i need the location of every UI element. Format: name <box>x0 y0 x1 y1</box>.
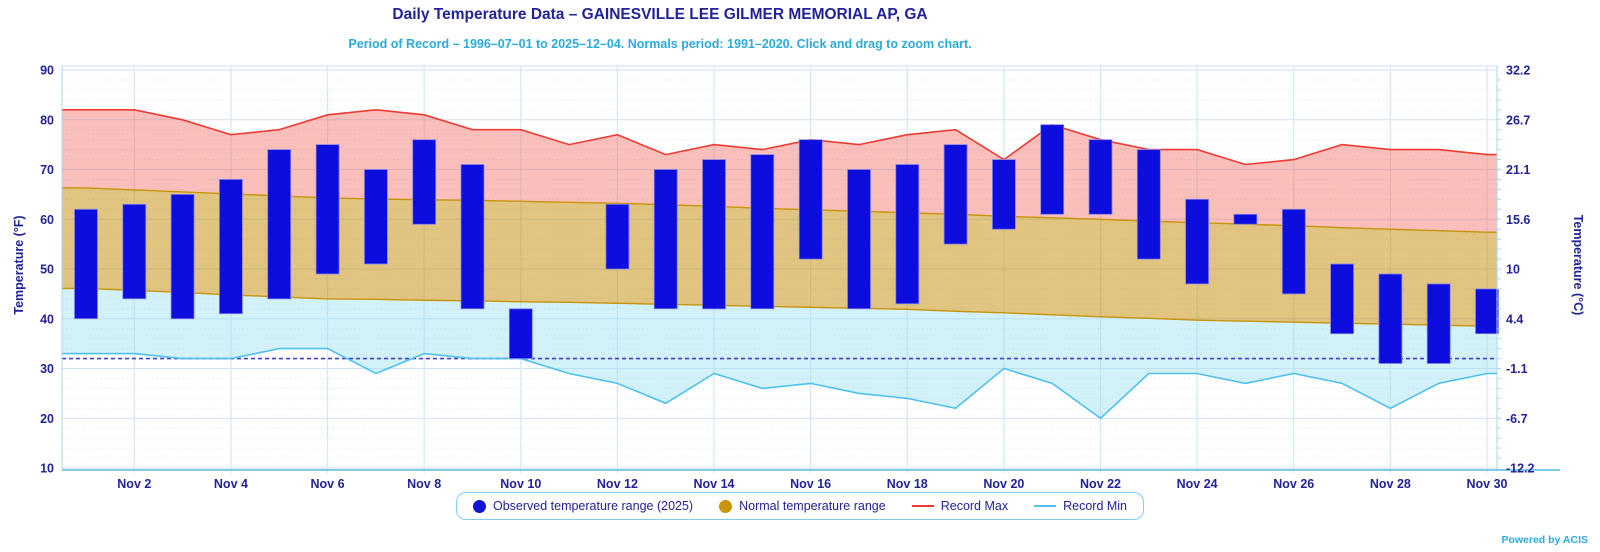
y-tick-label-c: -12.2 <box>1506 462 1535 476</box>
observed-range-bar[interactable] <box>1136 149 1161 260</box>
x-tick-label: Nov 26 <box>1273 477 1314 491</box>
powered-by-acis-link[interactable]: Powered by ACIS <box>1501 534 1588 546</box>
y-tick-label-f: 30 <box>40 362 54 376</box>
x-tick-label: Nov 12 <box>597 477 638 491</box>
observed-range-bar[interactable] <box>992 159 1016 230</box>
observed-range-bar[interactable] <box>1378 273 1403 364</box>
y-tick-label-f: 40 <box>40 312 54 326</box>
y-tick-label-c: -1.1 <box>1506 362 1528 376</box>
legend-label: Record Min <box>1063 499 1128 513</box>
legend-item-1[interactable]: Normal temperature range <box>719 499 886 513</box>
observed-range-bar[interactable] <box>1233 213 1258 225</box>
observed-range-bar[interactable] <box>1475 288 1499 335</box>
x-tick-label: Nov 16 <box>790 477 831 491</box>
y-tick-label-f: 60 <box>40 213 54 227</box>
y-tick-label-c: -6.7 <box>1506 412 1528 426</box>
x-tick-label: Nov 2 <box>117 477 151 491</box>
chart-legend: Observed temperature range (2025) Normal … <box>455 492 1145 520</box>
x-tick-label: Nov 28 <box>1370 477 1411 491</box>
legend-label: Record Max <box>940 499 1009 513</box>
x-tick-label: Nov 18 <box>887 477 928 491</box>
observed-range-bar[interactable] <box>1088 139 1113 215</box>
observed-range-bar[interactable] <box>267 149 292 300</box>
x-tick-label: Nov 6 <box>311 477 345 491</box>
chart-title: Daily Temperature Data – GAINESVILLE LEE… <box>392 6 928 23</box>
x-tick-label: Nov 10 <box>500 477 541 491</box>
x-tick-label: Nov 4 <box>214 477 248 491</box>
y-tick-label-f: 70 <box>40 163 54 177</box>
observed-range-bar[interactable] <box>702 159 726 310</box>
observed-range-bar[interactable] <box>74 208 98 320</box>
legend-dot-swatch <box>472 499 486 513</box>
record-min-line[interactable] <box>62 347 1497 420</box>
legend-item-3[interactable]: Record Min <box>1034 499 1127 513</box>
plot-border <box>61 65 1560 471</box>
observed-range-bar[interactable] <box>943 144 968 245</box>
observed-range-bar[interactable] <box>122 203 147 300</box>
x-tick-label: Nov 14 <box>694 477 735 491</box>
y-tick-label-f: 10 <box>40 462 54 476</box>
legend-label: Observed temperature range (2025) <box>492 499 694 513</box>
observed-range-bar[interactable] <box>1040 124 1065 215</box>
observed-range-bar[interactable] <box>460 164 485 310</box>
legend-line-swatch <box>1034 505 1057 507</box>
x-tick-label: Nov 20 <box>983 477 1024 491</box>
y-axis-title-fahrenheit: Temperature (°F) <box>12 215 26 315</box>
observed-range-bar[interactable] <box>508 308 533 359</box>
observed-range-bar[interactable] <box>750 154 775 310</box>
y-tick-label-f: 90 <box>40 64 54 78</box>
y-axis-labels-c: 32.2 26.7 21.1 15.6 10 4.4 -1.1 -6.7 -12.2 <box>1506 64 1535 476</box>
observed-range-bar[interactable] <box>1330 263 1354 335</box>
legend-dot-swatch <box>719 499 733 513</box>
x-tick-label: Nov 22 <box>1080 477 1121 491</box>
legend-line-swatch <box>911 505 934 507</box>
record-max-line[interactable] <box>62 108 1497 166</box>
observed-range-bar[interactable] <box>605 203 630 270</box>
x-tick-label: Nov 8 <box>407 477 441 491</box>
y-tick-label-f: 50 <box>40 263 54 277</box>
y-tick-label-c: 21.1 <box>1506 163 1530 177</box>
y-tick-label-f: 20 <box>40 412 54 426</box>
y-axis-labels-f: 90 80 70 60 50 40 30 20 10 <box>40 64 54 476</box>
observed-range-bar[interactable] <box>1426 283 1451 364</box>
observed-range-bar[interactable] <box>412 139 437 225</box>
y-tick-label-c: 26.7 <box>1506 113 1530 127</box>
observed-range-bar[interactable] <box>1185 198 1209 285</box>
y-tick-label-c: 10 <box>1506 263 1520 277</box>
observed-range-bar[interactable] <box>315 144 340 275</box>
legend-item-0[interactable]: Observed temperature range (2025) <box>472 499 694 513</box>
observed-range-bar[interactable] <box>170 193 195 320</box>
chart-subtitle: Period of Record – 1996–07–01 to 2025–12… <box>348 37 972 51</box>
grid-major <box>62 69 1497 469</box>
y-tick-label-c: 4.4 <box>1506 312 1523 326</box>
observed-range-bar[interactable] <box>653 169 678 310</box>
x-axis-labels: Nov 2 Nov 4 Nov 6 Nov 8 Nov 10 Nov 12 Nov 14 No… <box>117 477 1507 491</box>
y-tick-label-c: 15.6 <box>1506 213 1530 227</box>
observed-range-bars <box>74 124 1499 364</box>
record-min-area <box>62 288 1497 419</box>
x-tick-label: Nov 24 <box>1177 477 1218 491</box>
observed-range-bar[interactable] <box>363 169 388 265</box>
observed-range-bar[interactable] <box>798 139 823 260</box>
observed-range-bar[interactable] <box>895 164 920 305</box>
legend-item-2[interactable]: Record Max <box>911 499 1009 513</box>
legend-label: Normal temperature range <box>739 499 886 513</box>
observed-range-bar[interactable] <box>218 178 243 315</box>
observed-range-bar[interactable] <box>847 169 871 310</box>
x-tick-label: Nov 30 <box>1466 477 1507 491</box>
y-axis-title-celsius: Temperature (°C) <box>1571 214 1585 316</box>
observed-range-bar[interactable] <box>1281 208 1306 295</box>
y-tick-label-f: 80 <box>40 113 54 127</box>
y-tick-label-c: 32.2 <box>1506 64 1530 78</box>
